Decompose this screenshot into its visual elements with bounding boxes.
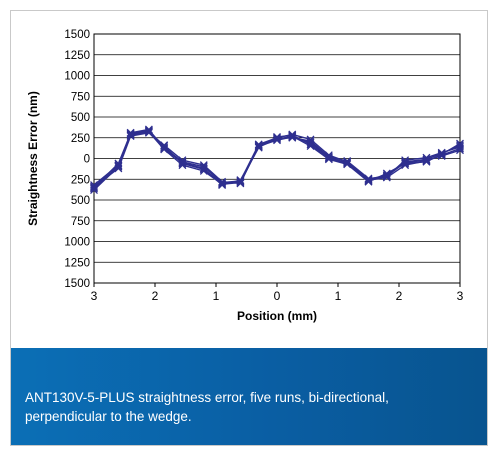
x-tick-labels: 3 2 1 0 1 2 3 — [91, 289, 464, 303]
data-point-marker — [178, 156, 187, 165]
y-axis-label: Straightness Error (nm) — [26, 91, 40, 226]
data-point-marker — [254, 143, 263, 152]
x-tick-label: 3 — [91, 289, 98, 303]
data-point-marker — [382, 169, 391, 178]
y-tick-label: 0 — [84, 154, 90, 166]
data-point-marker — [288, 131, 297, 140]
y-tick-labels: 1500 1250 1000 750 500 250 0 250 500 750 1000 1250 1… — [64, 29, 90, 290]
data-point-marker — [437, 152, 446, 160]
data-point-marker — [144, 125, 153, 134]
y-tick-label: 1250 — [64, 50, 90, 62]
data-point-marker — [364, 176, 373, 185]
x-axis-label: Position (mm) — [237, 309, 317, 323]
data-point-marker — [343, 159, 352, 168]
data-point-marker — [90, 182, 98, 191]
y-tick-label: 1250 — [64, 257, 90, 269]
data-point-marker — [456, 146, 464, 155]
x-tick-label: 0 — [274, 289, 281, 303]
data-point-marker — [199, 164, 208, 173]
data-point-marker — [324, 154, 333, 163]
y-tick-label: 250 — [71, 133, 90, 145]
x-tick-label: 3 — [457, 289, 464, 303]
data-point-marker — [126, 128, 135, 137]
chart-area: 1500 1250 1000 750 500 250 0 250 500 750 1000 1250 1… — [11, 11, 489, 348]
caption-banner: ANT130V-5-PLUS straightness error, five … — [11, 348, 487, 445]
caption-line-2: perpendicular to the wedge. — [25, 409, 192, 424]
y-tick-label: 500 — [71, 112, 90, 124]
y-tick-label: 1000 — [64, 237, 90, 249]
figure-card: 1500 1250 1000 750 500 250 0 250 500 750 1000 1250 1… — [10, 10, 488, 446]
data-point-marker — [218, 181, 227, 190]
x-tick-label: 1 — [335, 289, 342, 303]
data-point-marker — [114, 164, 123, 173]
y-tick-label: 750 — [71, 91, 90, 103]
data-point-marker — [236, 176, 245, 185]
caption-line-1: ANT130V-5-PLUS straightness error, five … — [25, 390, 389, 405]
data-point-marker — [90, 181, 98, 190]
y-tick-label: 1000 — [64, 71, 90, 83]
series-5 — [90, 125, 464, 193]
data-point-marker — [306, 140, 315, 149]
straightness-chart: 1500 1250 1000 750 500 250 0 250 500 750 1000 1250 1… — [26, 29, 464, 323]
data-point-marker — [254, 141, 263, 150]
x-tick-label: 2 — [396, 289, 403, 303]
y-tick-label: 1500 — [64, 278, 90, 290]
data-series — [90, 125, 464, 194]
data-point-marker — [382, 171, 391, 180]
y-tick-label: 250 — [71, 174, 90, 186]
data-point-marker — [401, 158, 410, 167]
y-tick-label: 750 — [71, 216, 90, 228]
data-point-marker — [422, 156, 431, 165]
x-tick-label: 2 — [152, 289, 159, 303]
data-point-marker — [273, 132, 281, 141]
data-point-marker — [199, 166, 208, 175]
plot-frame — [93, 33, 461, 284]
x-tick-label: 1 — [213, 289, 220, 303]
data-point-marker — [160, 144, 169, 153]
data-point-marker — [456, 142, 464, 151]
y-tick-label: 1500 — [64, 29, 90, 41]
data-point-marker — [160, 141, 169, 150]
data-point-marker — [90, 184, 98, 193]
data-point-marker — [178, 158, 187, 167]
y-tick-label: 500 — [71, 195, 90, 207]
data-point-marker — [114, 162, 123, 170]
data-point-marker — [456, 139, 464, 148]
